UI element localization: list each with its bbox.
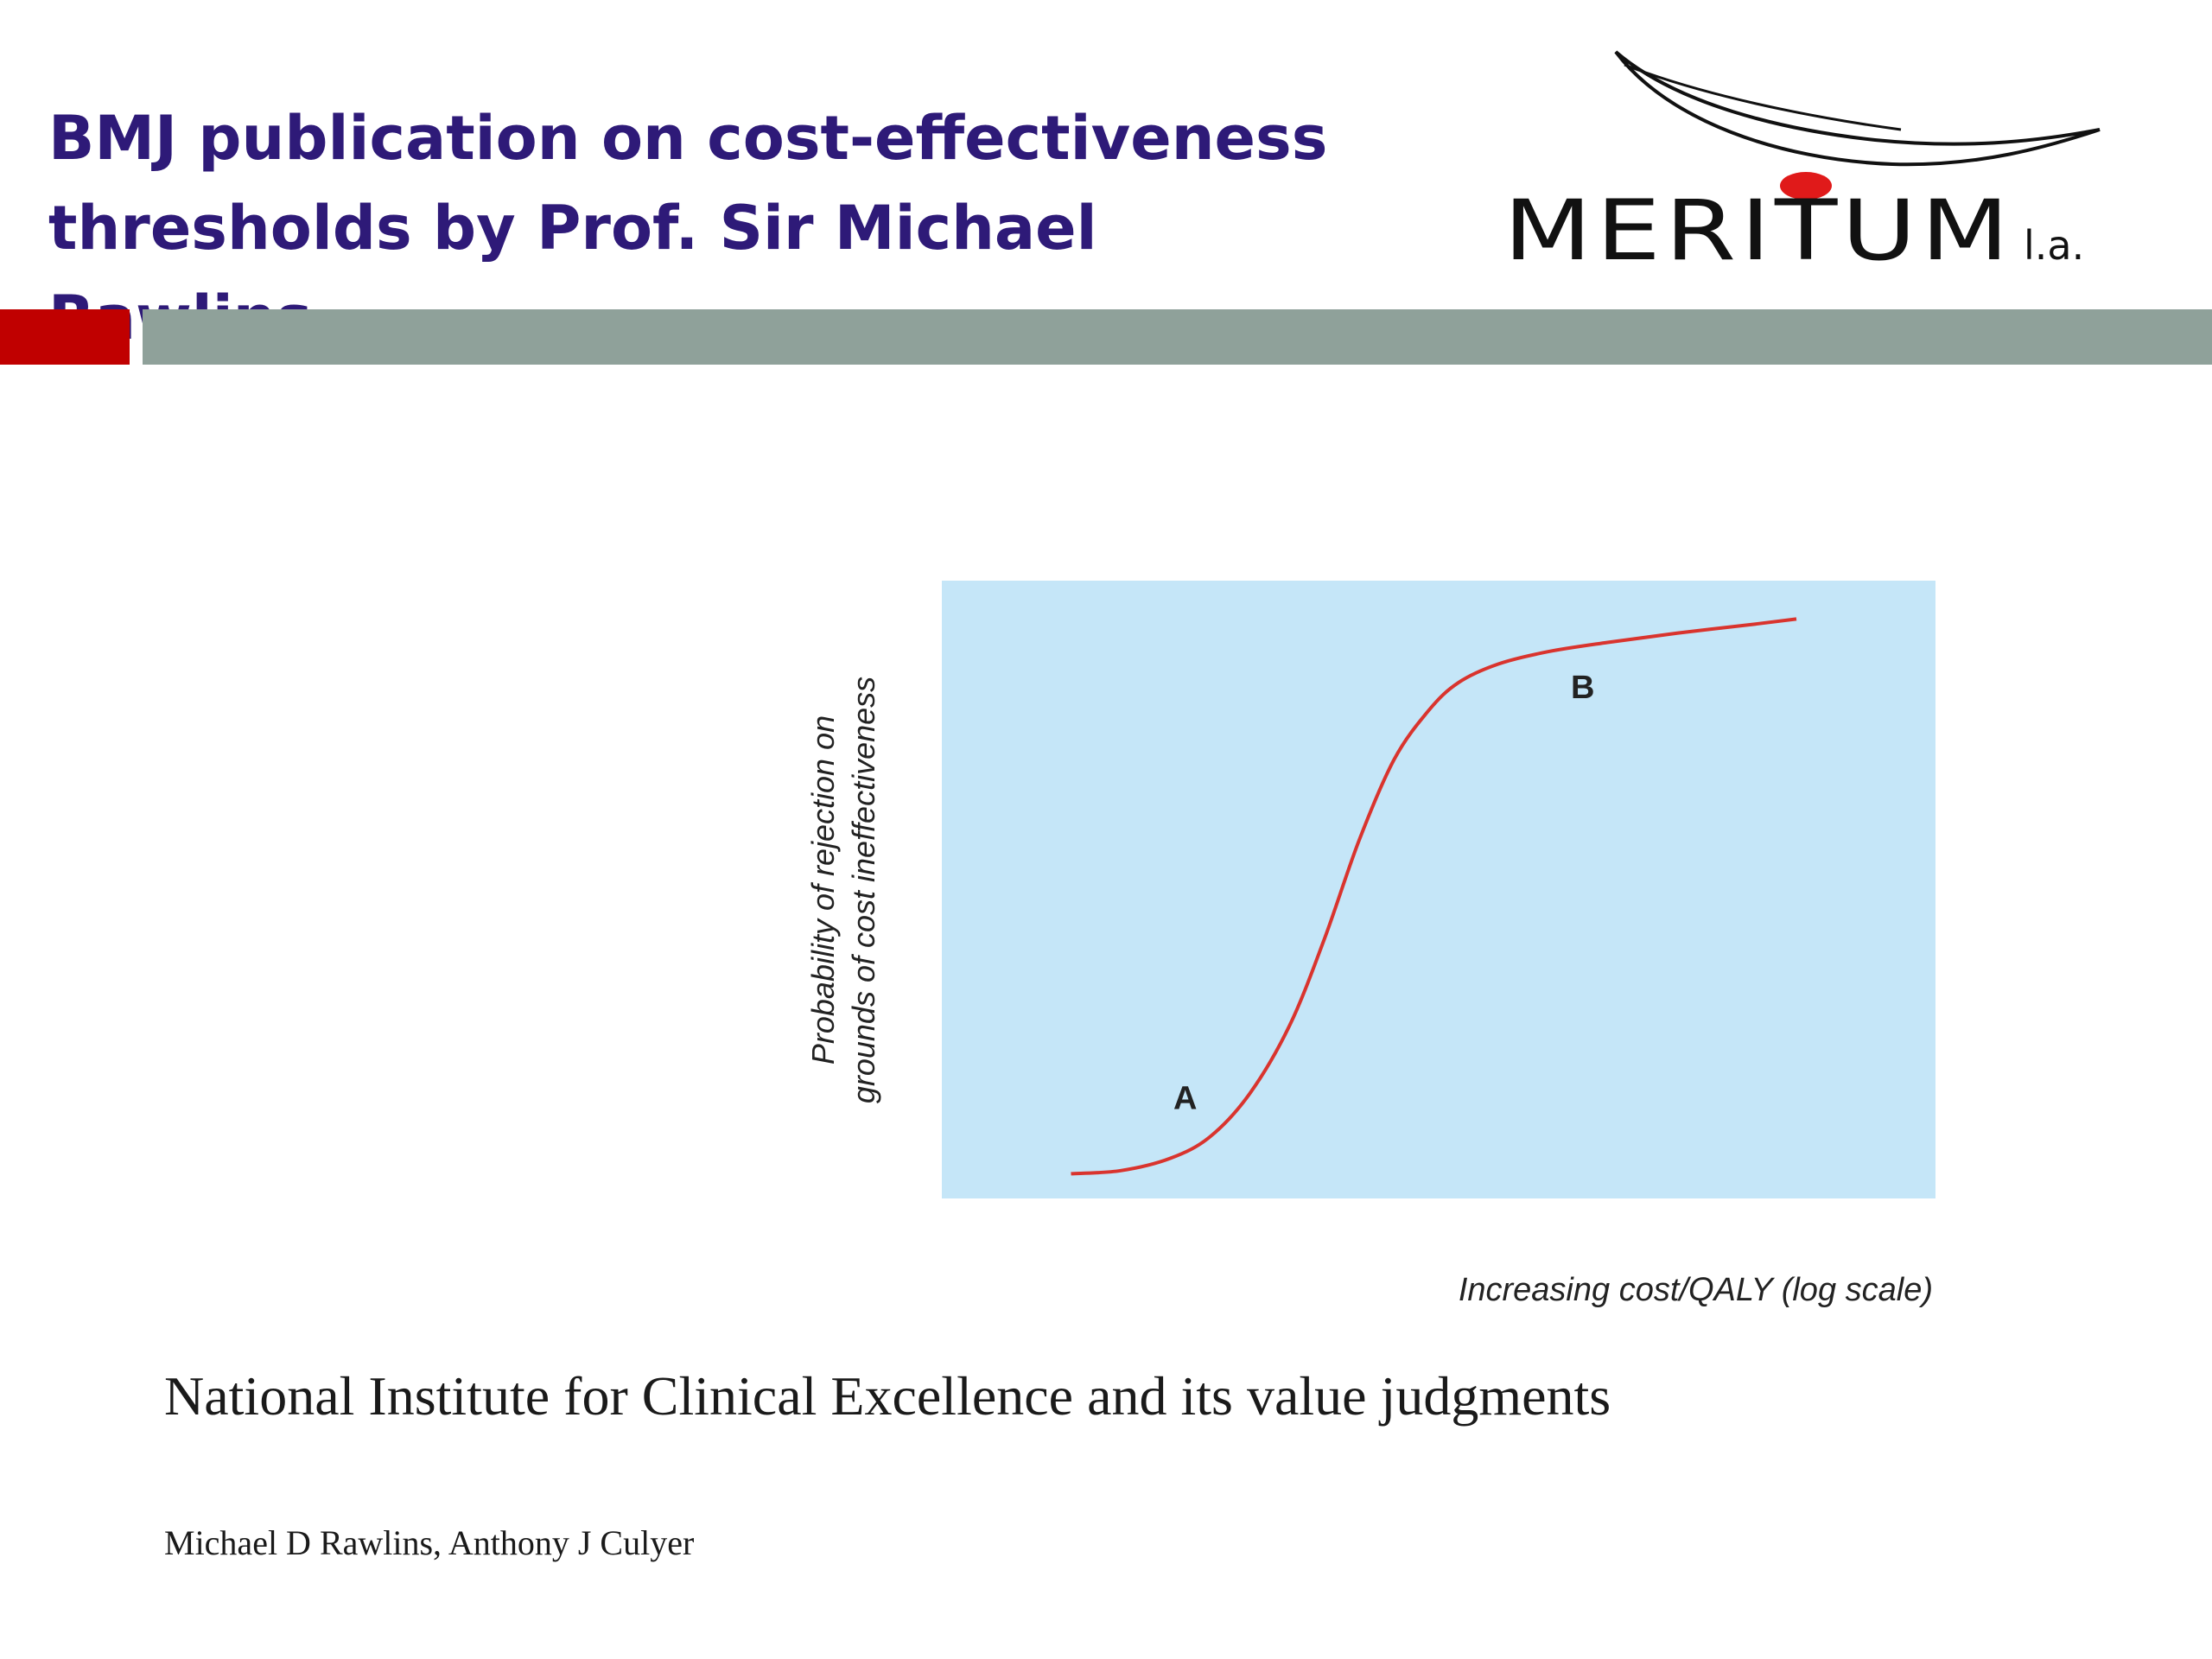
y-axis-label-line-1: Probability of rejection on <box>805 715 841 1065</box>
accent-bar-gray <box>143 309 2212 365</box>
series-line-0 <box>1071 617 1797 1176</box>
paper-authors: Michael D Rawlins, Anthony J Culyer <box>164 1523 695 1562</box>
annotation-layer: AB <box>1173 670 1594 1116</box>
x-axis-label: Increasing cost/QALY (log scale) <box>1459 1272 1933 1308</box>
cost-effectiveness-chart: AB Probability of rejection on grounds o… <box>805 581 1936 1308</box>
series-layer <box>1071 617 1797 1176</box>
y-axis-label-line-2: grounds of cost ineffectiveness <box>846 677 881 1103</box>
annotation-b: B <box>1571 670 1594 706</box>
logo-main-text: MERITUM <box>1503 182 2013 276</box>
slide-title: BMJ publication on cost-effectiveness th… <box>48 93 1344 363</box>
annotation-a: A <box>1173 1080 1197 1116</box>
slide-title-line-1: BMJ publication on cost-effectiveness <box>48 103 1328 174</box>
paper-title: National Institute for Clinical Excellen… <box>164 1365 1611 1427</box>
y-axis-label: Probability of rejection on grounds of c… <box>805 677 881 1103</box>
logo-suffix-text: l.a. <box>2024 222 2084 269</box>
plot-area <box>942 581 1936 1198</box>
accent-bar-red <box>0 309 130 365</box>
meritum-logo: MERITUM l.a. <box>1503 50 2101 276</box>
